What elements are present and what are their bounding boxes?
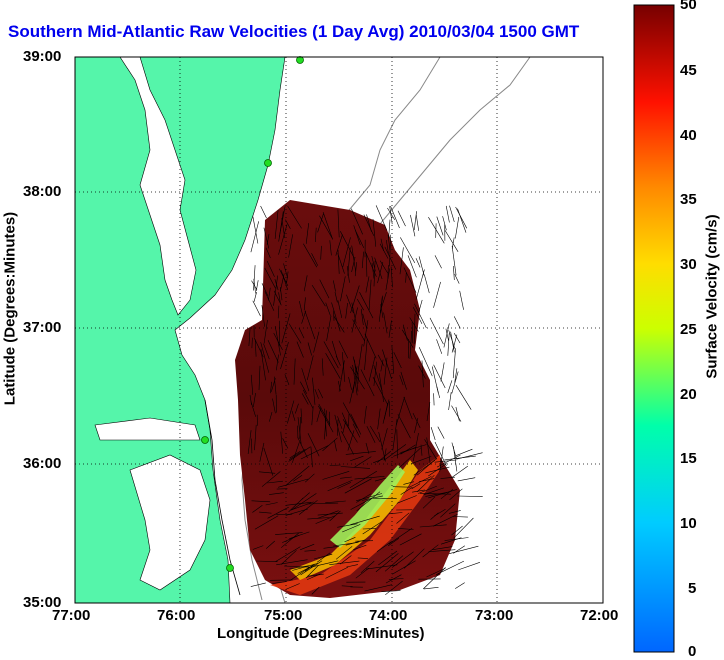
colorbar-tick-label: 25 bbox=[680, 321, 697, 338]
x-tick-label: 75:00 bbox=[264, 607, 302, 624]
colorbar bbox=[634, 5, 674, 652]
colorbar-tick-label: 50 bbox=[680, 0, 697, 13]
colorbar-tick-label: 5 bbox=[688, 580, 696, 597]
station-marker bbox=[227, 565, 234, 572]
colorbar-tick-label: 0 bbox=[688, 643, 696, 660]
colorbar-tick-label: 20 bbox=[680, 386, 697, 403]
x-tick-label: 74:00 bbox=[369, 607, 407, 624]
y-tick-label: 39:00 bbox=[23, 48, 61, 65]
y-axis-label: Latitude (Degrees:Minutes) bbox=[2, 204, 19, 414]
x-tick-label: 72:00 bbox=[580, 607, 618, 624]
y-tick-label: 38:00 bbox=[23, 183, 61, 200]
station-marker bbox=[265, 160, 272, 167]
colorbar-tick-label: 45 bbox=[680, 62, 697, 79]
x-tick-label: 77:00 bbox=[52, 607, 90, 624]
colorbar-tick-label: 15 bbox=[680, 450, 697, 467]
x-tick-label: 73:00 bbox=[475, 607, 513, 624]
colorbar-tick-label: 10 bbox=[680, 515, 697, 532]
y-tick-label: 37:00 bbox=[23, 319, 61, 336]
colorbar-tick-label: 35 bbox=[680, 191, 697, 208]
station-marker bbox=[202, 437, 209, 444]
y-tick-label: 36:00 bbox=[23, 455, 61, 472]
colorbar-tick-label: 30 bbox=[680, 256, 697, 273]
x-tick-label: 76:00 bbox=[157, 607, 195, 624]
x-axis-label: Longitude (Degrees:Minutes) bbox=[217, 625, 425, 642]
colorbar-tick-label: 40 bbox=[680, 127, 697, 144]
colorbar-label: Surface Velocity (cm/s) bbox=[704, 197, 721, 397]
station-marker bbox=[297, 57, 304, 64]
